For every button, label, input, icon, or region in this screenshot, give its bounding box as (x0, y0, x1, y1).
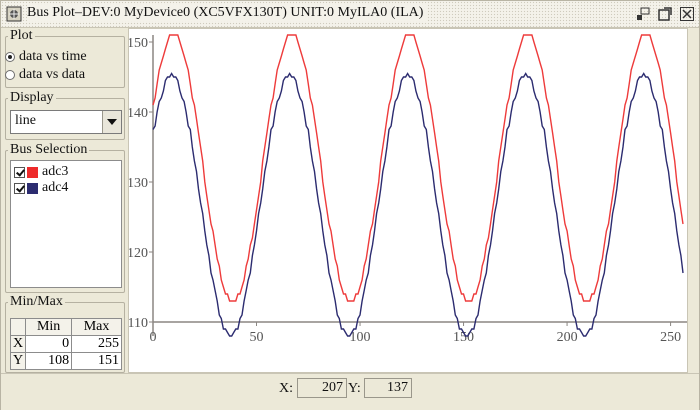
y-tick-label: 120 (129, 246, 148, 261)
control-panel: Plot data vs time data vs data Display (1, 28, 127, 373)
bus-item-label: adc4 (42, 180, 69, 195)
radio-data-vs-time[interactable]: data vs time (5, 48, 87, 66)
close-icon[interactable] (679, 6, 695, 22)
radio-label: data vs data (19, 67, 86, 82)
bus-selection-group: Bus Selection (5, 142, 125, 293)
series-line-adc4 (152, 72, 684, 337)
radio-label: data vs time (19, 49, 87, 64)
x-min-value: 0 (25, 335, 73, 353)
x-tick-label: 50 (250, 330, 264, 345)
color-swatch (27, 182, 38, 194)
maximize-icon[interactable] (657, 6, 673, 22)
bus-list: adc3 adc4 (10, 160, 122, 288)
x-tick-label: 250 (660, 330, 681, 345)
bus-item-label: adc3 (42, 164, 69, 179)
minimize-icon[interactable] (635, 6, 651, 22)
x-tick-label: 0 (150, 330, 157, 345)
row-axis-label: Y (9, 352, 27, 370)
color-swatch (27, 166, 38, 178)
minmax-group: Min/Max (5, 294, 125, 373)
vertical-scrollbar[interactable] (688, 28, 699, 373)
x-max-value: 255 (71, 335, 122, 353)
max-header: Max (71, 318, 122, 336)
table-corner (9, 318, 27, 336)
status-bar: X: 207 Y: 137 (1, 373, 699, 410)
bus-selection-legend: Bus Selection (10, 142, 88, 157)
minmax-table: Min Max X 0 255 Y 108 151 (9, 318, 122, 370)
x-coord-label: X: (279, 381, 293, 396)
y-max-value: 151 (71, 352, 122, 370)
table-header-row: Min Max (9, 318, 122, 336)
checkbox-checked-icon[interactable] (14, 182, 25, 194)
display-group: Display (5, 90, 125, 140)
y-tick-label: 150 (129, 36, 148, 51)
plot-area[interactable]: 110 120 130 140 150 0 50 100 150 200 250 (128, 28, 688, 373)
title-bar[interactable]: Bus Plot–DEV:0 MyDevice0 (XC5VFX130T) UN… (1, 1, 699, 28)
app-icon (6, 6, 22, 22)
bus-item-adc3[interactable]: adc3 (14, 164, 68, 180)
x-coord-value: 207 (297, 378, 347, 398)
minmax-legend: Min/Max (10, 294, 63, 309)
y-min-value: 108 (25, 352, 73, 370)
plot-group-legend: Plot (10, 28, 33, 43)
x-tick-label: 200 (557, 330, 578, 345)
y-tick-label: 140 (129, 106, 148, 121)
y-coord-value: 137 (364, 378, 412, 398)
row-axis-label: X (9, 335, 27, 353)
y-tick-label: 110 (129, 316, 148, 331)
min-header: Min (25, 318, 73, 336)
window-title: Bus Plot–DEV:0 MyDevice0 (XC5VFX130T) UN… (27, 5, 428, 21)
x-tick-label: 100 (350, 330, 371, 345)
display-mode-value: line (15, 113, 36, 128)
table-row: X 0 255 (9, 335, 122, 353)
bus-item-adc4[interactable]: adc4 (14, 180, 68, 196)
chevron-down-icon[interactable] (102, 111, 121, 133)
radio-data-vs-data[interactable]: data vs data (5, 66, 85, 84)
table-row: Y 108 151 (9, 352, 122, 370)
series-line-adc3 (152, 34, 684, 302)
y-tick-label: 130 (129, 176, 148, 191)
radio-unselected-icon[interactable] (5, 70, 15, 80)
display-mode-select[interactable]: line (10, 110, 122, 134)
y-coord-label: Y: (348, 381, 361, 396)
checkbox-checked-icon[interactable] (14, 166, 25, 178)
display-group-legend: Display (10, 90, 54, 105)
radio-selected-icon[interactable] (5, 52, 15, 62)
